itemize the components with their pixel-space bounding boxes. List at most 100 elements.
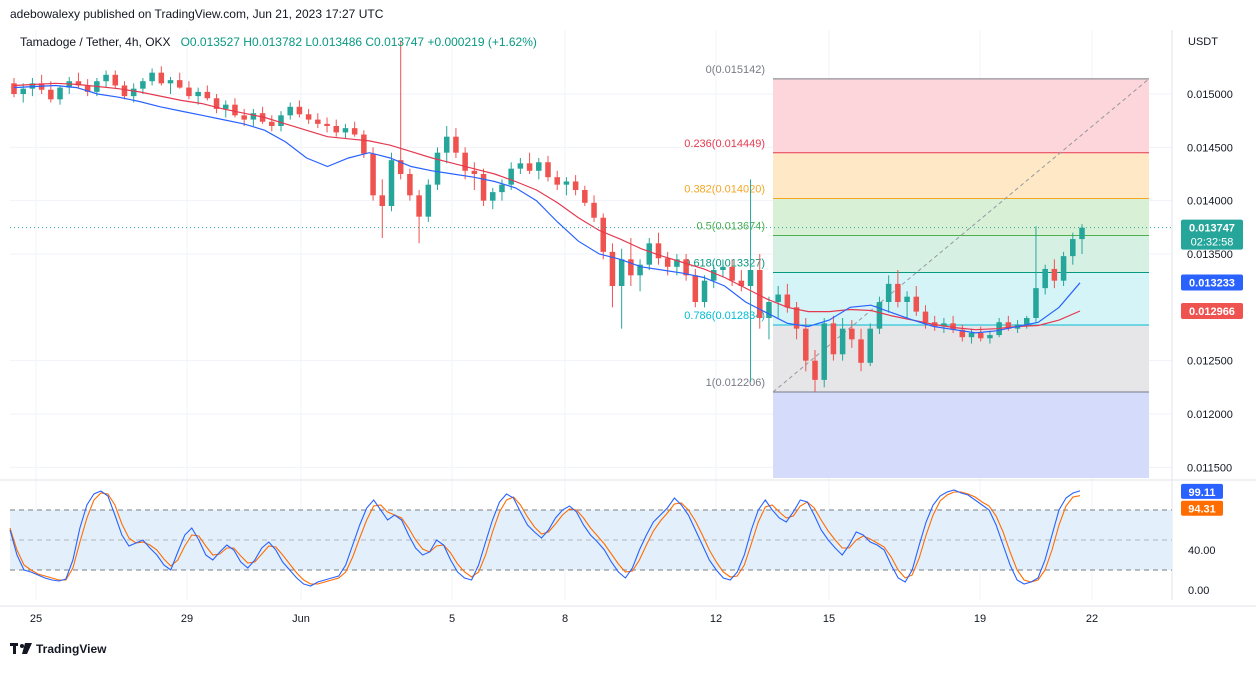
candle-body [913,296,920,312]
candle [563,177,570,196]
candle-body [904,296,910,302]
time-tick-label: 15 [823,613,835,625]
candle-body [554,177,560,185]
stoch-badge-bg [1181,500,1223,516]
candle [232,98,238,118]
candle [158,66,165,86]
candle [609,243,616,308]
candle [1042,264,1048,295]
candle-body [756,270,763,318]
candle-body [895,283,901,302]
time-tick-label: 8 [562,613,568,625]
candle-body [232,104,238,116]
candle-body [370,153,376,196]
candle-body [885,283,892,302]
candle-body [342,128,349,133]
price-tick-label: 0.012000 [1187,409,1233,421]
candle [867,323,874,366]
candle [793,302,800,340]
candle-body [987,335,993,339]
candle-body [977,332,984,339]
candle [140,78,146,94]
candle [75,72,82,89]
candle-body [416,195,422,217]
candle [1060,251,1067,286]
candle [1033,226,1039,324]
time-tick-label: 12 [710,613,722,625]
candle-body [637,264,643,276]
candle-body [683,259,689,276]
candle-body [20,88,26,94]
fib-label-0: 0(0.015142) [706,64,765,76]
candle-body [628,259,634,276]
candle-body [766,302,772,318]
candle [130,83,137,103]
candle-body [1051,268,1058,281]
footer: TradingView [10,642,106,656]
time-tick-label: 22 [1086,613,1098,625]
candle [683,254,689,281]
candle [370,147,376,201]
fib-zone-0.618 [773,272,1149,326]
candle [858,328,864,372]
candle-body [582,190,588,203]
price-badge: 0.013747 02:32:58 [1181,219,1243,250]
candle [646,238,653,270]
candle-body [775,294,781,302]
candle-body [130,88,137,97]
candle [756,254,763,329]
candle [361,130,367,158]
candle [876,296,883,334]
candle-body [287,106,293,116]
candle [149,68,155,86]
stoch-badge-bg [1181,483,1223,499]
fib-zone-0.236 [773,152,1149,199]
time-tick-label: 19 [974,613,986,625]
candle [324,117,330,133]
candle-body [351,128,358,135]
candle-body [11,83,17,94]
time-tick-label: 25 [30,613,42,625]
candle-body [674,259,680,267]
candle [664,251,671,276]
candle-body [867,328,874,363]
candle-body [563,181,570,185]
candle-body [57,87,63,100]
candle [287,102,293,120]
candle [922,305,929,329]
candle [443,126,450,164]
candle-body [922,311,929,323]
candle-body [747,270,754,286]
time-tick-label: 5 [449,613,455,625]
candle-body [388,160,395,206]
candle-body [158,72,165,84]
fib-zone-0 [773,78,1149,153]
candle [582,185,588,206]
candle-body [1060,256,1067,281]
tradingview-logo-icon [10,643,32,654]
candle-body [29,83,36,89]
candle-body [397,160,404,174]
candle-body [186,87,192,97]
candle [48,81,54,103]
candle [20,83,26,103]
candle-body [1033,288,1039,318]
candle-body [793,307,800,329]
candle-body [425,184,432,217]
candle-body [213,98,220,109]
price-tick-label: 0.012500 [1187,356,1233,368]
price-badge-value: 0.013233 [1189,277,1235,289]
candle-body [222,104,229,109]
candle [591,195,597,222]
candle [480,168,487,206]
candle-body [545,162,551,178]
stoch-k-line [9,489,1081,587]
candle-body [1070,239,1076,257]
ma-fast-line [13,84,1081,334]
candle-body [968,332,975,338]
candle [57,85,63,105]
stoch-badge-value: 94.31 [1188,504,1216,516]
candle [720,259,726,278]
